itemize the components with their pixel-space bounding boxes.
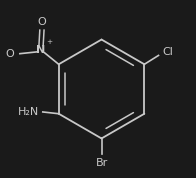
Text: +: + — [46, 39, 52, 45]
Text: N: N — [36, 45, 46, 55]
Text: Cl: Cl — [162, 47, 173, 57]
Text: H₂N: H₂N — [18, 107, 39, 117]
Text: O: O — [38, 17, 46, 27]
Text: O: O — [6, 49, 15, 59]
Text: Br: Br — [95, 158, 108, 168]
